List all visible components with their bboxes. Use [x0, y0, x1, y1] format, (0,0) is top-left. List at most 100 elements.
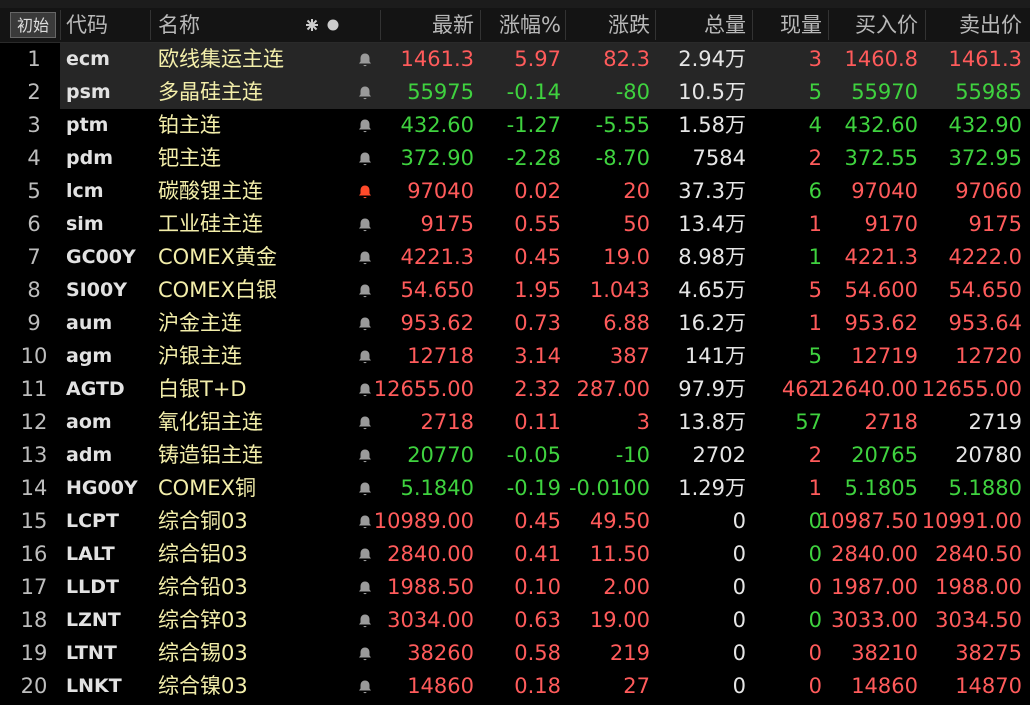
cell-pct: 0.41 [514, 542, 561, 566]
cell-now: 1 [808, 245, 822, 269]
contract-name: 综合铜03 [158, 509, 248, 533]
contract-name: 综合铝03 [158, 542, 248, 566]
cell-last: 5.1840 [400, 476, 474, 500]
table-row: 11 AGTD 白银T+D 12655.00 2.32 287.00 97.9万 462 126… [0, 373, 1030, 406]
alert-bell[interactable] [357, 217, 373, 233]
contract-code: ptm [66, 114, 109, 136]
alert-bell[interactable] [357, 415, 373, 431]
row-number: 20 [20, 674, 48, 698]
column-header: 名称 [158, 13, 200, 37]
cell-pct: 0.11 [514, 410, 561, 434]
alert-bell[interactable] [357, 646, 373, 662]
cell-ask: 5.1880 [948, 476, 1022, 500]
contract-code: GC00Y [66, 246, 136, 268]
tab-strip [0, 0, 1030, 8]
init-button[interactable]: 初始 [10, 12, 56, 38]
alert-bell[interactable] [357, 85, 373, 101]
alert-bell[interactable] [357, 118, 373, 134]
alert-bell[interactable] [357, 316, 373, 332]
row-number: 2 [27, 80, 41, 104]
contract-code: agm [66, 345, 113, 367]
cell-last: 953.62 [400, 311, 474, 335]
cell-bid: 54.600 [844, 278, 918, 302]
cell-chg: -10 [615, 443, 650, 467]
alert-bell[interactable] [357, 151, 373, 167]
cell-chg: -8.70 [595, 146, 650, 170]
contract-name: 多晶硅主连 [158, 80, 263, 104]
table-row: 17 LLDT 综合铅03 1988.50 0.10 2.00 0 0 1987.00 1988.… [0, 571, 1030, 604]
alert-bell[interactable] [357, 448, 373, 464]
row-highlight [60, 43, 1030, 76]
cell-now: 0 [808, 641, 822, 665]
contract-name: 铸造铝主连 [158, 443, 263, 467]
column-separator [480, 10, 481, 40]
cell-last: 3034.00 [387, 608, 474, 632]
cell-now: 57 [795, 410, 822, 434]
alert-bell[interactable] [357, 679, 373, 695]
cell-last: 432.60 [400, 113, 474, 137]
contract-code: lcm [66, 180, 104, 202]
column-header: 现量 [780, 13, 822, 37]
cell-bid: 2718 [864, 410, 918, 434]
cell-chg: 2.00 [603, 575, 650, 599]
alert-bell[interactable] [357, 349, 373, 365]
contract-code: aom [66, 411, 112, 433]
cell-last: 12718 [407, 344, 474, 368]
cell-last: 38260 [407, 641, 474, 665]
column-separator [565, 10, 566, 40]
cell-last: 2718 [420, 410, 474, 434]
row-number: 7 [27, 245, 41, 269]
cell-now: 1 [808, 476, 822, 500]
cell-total: 141万 [684, 344, 746, 368]
column-separator [752, 10, 753, 40]
cell-ask: 9175 [968, 212, 1022, 236]
table-row: 16 LALT 综合铝03 2840.00 0.41 11.50 0 0 2840.00 2840… [0, 538, 1030, 571]
column-header: 涨跌 [608, 13, 650, 37]
table-row: 6 sim 工业硅主连 9175 0.55 50 13.4万 1 9170 9175 [0, 208, 1030, 241]
contract-name: 欧线集运主连 [158, 47, 284, 71]
alert-bell[interactable] [357, 283, 373, 299]
cell-total: 13.4万 [678, 212, 746, 236]
column-separator [150, 10, 151, 40]
alert-bell[interactable] [357, 514, 373, 530]
row-number: 10 [20, 344, 48, 368]
cell-last: 10989.00 [373, 509, 474, 533]
cell-last: 1461.3 [400, 47, 474, 71]
cell-bid: 432.60 [844, 113, 918, 137]
cell-pct: -0.05 [506, 443, 561, 467]
contract-name: 综合锡03 [158, 641, 248, 665]
column-header: 卖出价 [959, 13, 1022, 37]
alert-bell[interactable] [357, 547, 373, 563]
cell-bid: 10987.50 [817, 509, 918, 533]
cell-pct: -0.19 [506, 476, 561, 500]
cell-pct: 0.02 [514, 179, 561, 203]
alert-bell[interactable] [357, 382, 373, 398]
cell-total: 4.65万 [678, 278, 746, 302]
alert-bell[interactable] [357, 250, 373, 266]
contract-code: sim [66, 213, 104, 235]
table-row: 4 pdm 钯主连 372.90 -2.28 -8.70 7584 2 372.55 372.95 [0, 142, 1030, 175]
alert-bell[interactable] [357, 481, 373, 497]
cell-last: 20770 [407, 443, 474, 467]
cell-now: 0 [808, 509, 822, 533]
cell-ask: 953.64 [948, 311, 1022, 335]
alert-bell[interactable] [357, 613, 373, 629]
cell-last: 4221.3 [400, 245, 474, 269]
cell-bid: 12719 [851, 344, 918, 368]
cell-pct: -0.14 [506, 80, 561, 104]
contract-name: COMEX白银 [158, 278, 277, 302]
cell-now: 2 [808, 443, 822, 467]
cell-bid: 38210 [851, 641, 918, 665]
table-row: 9 aum 沪金主连 953.62 0.73 6.88 16.2万 1 953.62 953.64 [0, 307, 1030, 340]
cell-chg: 3 [636, 410, 650, 434]
cell-total: 8.98万 [678, 245, 746, 269]
cell-chg: 27 [623, 674, 650, 698]
contract-name: 铂主连 [158, 113, 221, 137]
alert-bell[interactable] [357, 580, 373, 596]
contract-name: 综合镍03 [158, 674, 248, 698]
table-row: 8 SI00Y COMEX白银 54.650 1.95 1.043 4.65万 5 54.600… [0, 274, 1030, 307]
alert-bell[interactable] [357, 52, 373, 68]
alert-bell[interactable] [357, 184, 373, 200]
header-icons[interactable] [305, 18, 341, 32]
cell-ask: 12720 [955, 344, 1022, 368]
